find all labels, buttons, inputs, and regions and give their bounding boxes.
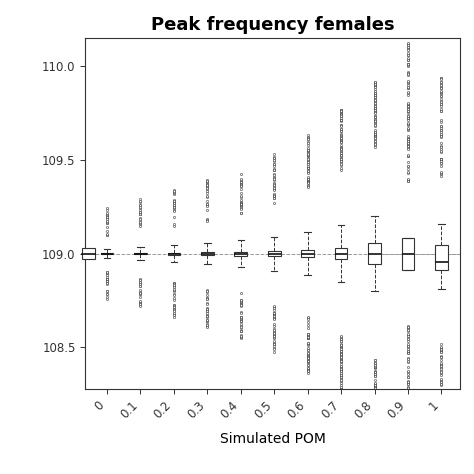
PathPatch shape bbox=[401, 237, 414, 270]
PathPatch shape bbox=[168, 253, 180, 255]
PathPatch shape bbox=[368, 243, 381, 264]
PathPatch shape bbox=[100, 253, 113, 254]
PathPatch shape bbox=[268, 251, 281, 256]
Title: Peak frequency females: Peak frequency females bbox=[151, 16, 394, 34]
PathPatch shape bbox=[235, 252, 247, 255]
PathPatch shape bbox=[301, 250, 314, 257]
PathPatch shape bbox=[201, 252, 214, 255]
X-axis label: Simulated POM: Simulated POM bbox=[219, 432, 326, 446]
Bar bbox=[82, 248, 95, 259]
PathPatch shape bbox=[335, 248, 347, 259]
PathPatch shape bbox=[134, 253, 147, 255]
PathPatch shape bbox=[435, 245, 448, 270]
